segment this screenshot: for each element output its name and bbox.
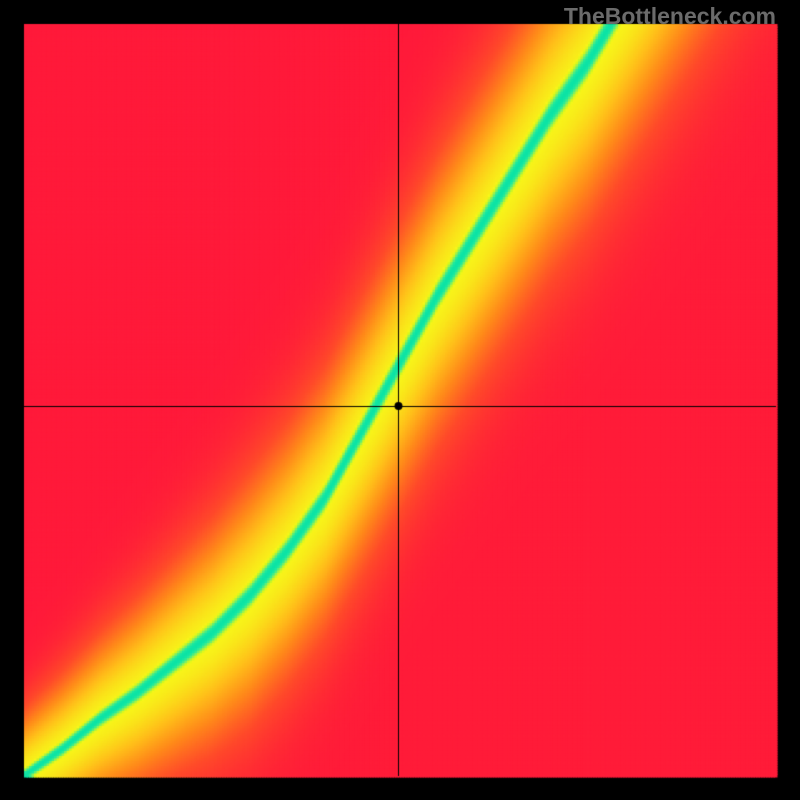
chart-container: TheBottleneck.com	[0, 0, 800, 800]
watermark-text: TheBottleneck.com	[564, 3, 776, 30]
bottleneck-heatmap-canvas	[0, 0, 800, 800]
